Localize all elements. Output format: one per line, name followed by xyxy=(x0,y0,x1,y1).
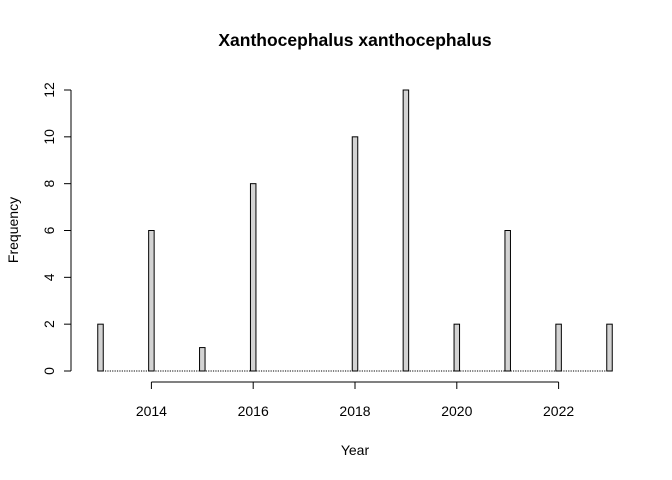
bar-2018 xyxy=(351,136,359,372)
chart-title: Xanthocephalus xanthocephalus xyxy=(218,30,492,50)
x-tick-label-2020: 2020 xyxy=(441,403,472,419)
bar-2019 xyxy=(402,89,410,372)
bar-2022 xyxy=(555,323,562,372)
bars-group xyxy=(97,89,613,372)
bar-2015 xyxy=(199,347,206,372)
x-tick-label-2014: 2014 xyxy=(136,403,167,419)
x-axis-label: Year xyxy=(341,442,370,458)
y-tick-label-0: 0 xyxy=(41,367,57,375)
bar-2014 xyxy=(148,230,155,372)
bar-2023 xyxy=(606,323,613,372)
x-tick-label-2018: 2018 xyxy=(339,403,370,419)
y-axis: 0 2 4 6 8 10 12 xyxy=(41,82,72,375)
y-tick-label-2: 2 xyxy=(41,320,57,328)
x-tick-label-2016: 2016 xyxy=(238,403,269,419)
bar-2021 xyxy=(504,230,511,372)
bar-2016 xyxy=(249,183,257,372)
y-axis-label: Frequency xyxy=(5,197,21,263)
y-tick-label-12: 12 xyxy=(41,82,57,98)
x-axis: 2014 2016 2018 2020 2022 xyxy=(136,381,574,419)
y-tick-label-4: 4 xyxy=(41,273,57,281)
bar-2013 xyxy=(97,323,104,372)
y-tick-label-6: 6 xyxy=(41,226,57,234)
y-tick-label-8: 8 xyxy=(41,180,57,188)
bar-2020 xyxy=(453,323,461,372)
y-tick-label-10: 10 xyxy=(41,129,57,145)
x-tick-label-2022: 2022 xyxy=(543,403,574,419)
